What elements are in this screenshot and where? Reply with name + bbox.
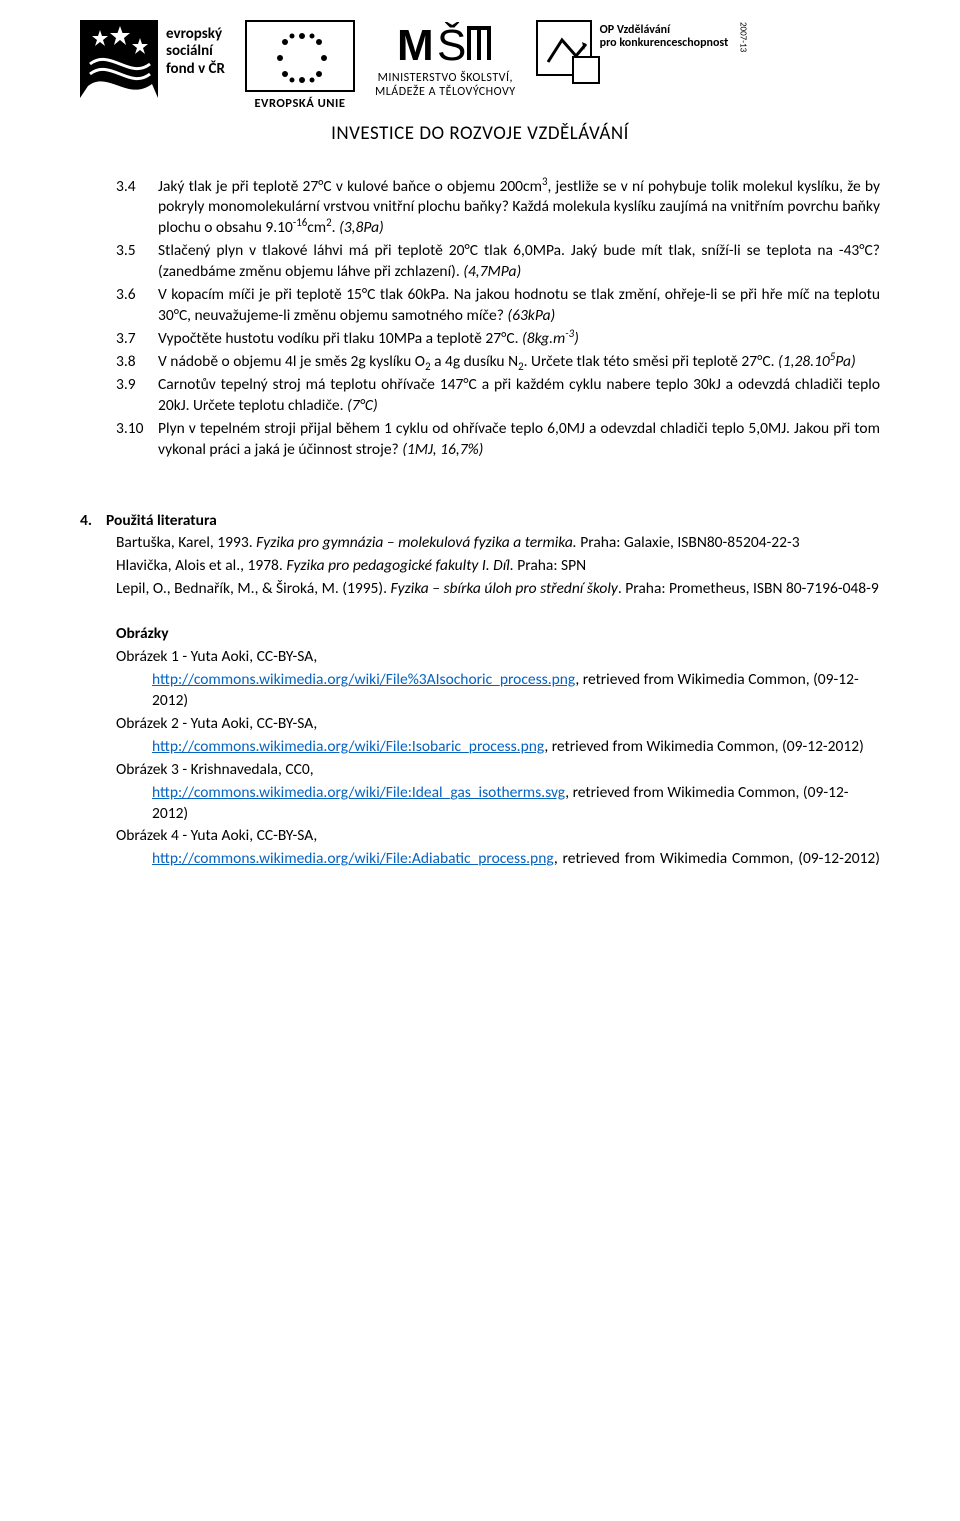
op-text: OP Vzdělávání pro konkurenceschopnost bbox=[600, 20, 729, 50]
q-text: V kopacím míči je při teplotě 15°C tlak … bbox=[158, 285, 880, 327]
q-num: 3.9 bbox=[116, 375, 158, 417]
esf-icon bbox=[80, 20, 158, 98]
q-num: 3.6 bbox=[116, 285, 158, 327]
question-3-5: 3.5 Stlačený plyn v tlakové láhvi má při… bbox=[116, 241, 880, 283]
question-3-8: 3.8 V nádobě o objemu 4l je směs 2g kysl… bbox=[116, 352, 880, 373]
q-num: 3.4 bbox=[116, 177, 158, 240]
img-entry-url: http://commons.wikimedia.org/wiki/File:I… bbox=[116, 737, 880, 758]
img-entry-url: http://commons.wikimedia.org/wiki/File%3… bbox=[116, 670, 880, 712]
question-3-7: 3.7 Vypočtěte hustotu vodíku při tlaku 1… bbox=[116, 329, 880, 350]
img-link[interactable]: http://commons.wikimedia.org/wiki/File:A… bbox=[152, 849, 554, 868]
question-3-10: 3.10 Plyn v tepelném stroji přijal během… bbox=[116, 419, 880, 461]
q-text: Jaký tlak je při teplotě 27°C v kulové b… bbox=[158, 177, 880, 240]
banner-title: INVESTICE DO ROZVOJE VZDĚLÁVÁNÍ bbox=[80, 121, 880, 147]
q-num: 3.7 bbox=[116, 329, 158, 350]
msmt-icon: M Š bbox=[395, 20, 495, 70]
q-text: Vypočtěte hustotu vodíku při tlaku 10MPa… bbox=[158, 329, 880, 350]
img-entry: Obrázek 2 - Yuta Aoki, CC-BY-SA, bbox=[116, 714, 880, 735]
img-link[interactable]: http://commons.wikimedia.org/wiki/File:I… bbox=[152, 737, 544, 756]
q-num: 3.8 bbox=[116, 352, 158, 373]
images-list: Obrázek 1 - Yuta Aoki, CC-BY-SA, http://… bbox=[116, 647, 880, 870]
question-3-4: 3.4 Jaký tlak je při teplotě 27°C v kulo… bbox=[116, 177, 880, 240]
img-link[interactable]: http://commons.wikimedia.org/wiki/File%3… bbox=[152, 670, 575, 689]
header-logos: evropský sociální fond v ČR EVROPSKÁ UNI… bbox=[80, 20, 880, 113]
literature-list: Bartuška, Karel, 1993. Fyzika pro gymnáz… bbox=[116, 533, 880, 600]
lit-entry: Hlavička, Alois et al., 1978. Fyzika pro… bbox=[116, 556, 880, 577]
op-icon bbox=[536, 20, 592, 76]
img-entry-url: http://commons.wikimedia.org/wiki/File:A… bbox=[116, 849, 880, 870]
msmt-text: MINISTERSTVO ŠKOLSTVÍ, MLÁDEŽE A TĚLOVÝC… bbox=[375, 72, 516, 100]
eu-label: EVROPSKÁ UNIE bbox=[254, 96, 345, 113]
lit-entry: Bartuška, Karel, 1993. Fyzika pro gymnáz… bbox=[116, 533, 880, 554]
question-3-6: 3.6 V kopacím míči je při teplotě 15°C t… bbox=[116, 285, 880, 327]
q-text: Carnotův tepelný stroj má teplotu ohříva… bbox=[158, 375, 880, 417]
img-entry: Obrázek 1 - Yuta Aoki, CC-BY-SA, bbox=[116, 647, 880, 668]
msmt-line1: MINISTERSTVO ŠKOLSTVÍ, bbox=[375, 72, 516, 86]
lit-entry: Lepil, O., Bednařík, M., & Široká, M. (1… bbox=[116, 579, 880, 600]
esf-line0: evropský bbox=[166, 26, 225, 43]
img-entry: Obrázek 4 - Yuta Aoki, CC-BY-SA, bbox=[116, 826, 880, 847]
q-text: Plyn v tepelném stroji přijal během 1 cy… bbox=[158, 419, 880, 461]
svg-text:M: M bbox=[397, 21, 434, 70]
esf-text: evropský sociální fond v ČR bbox=[166, 20, 225, 78]
q-text: V nádobě o objemu 4l je směs 2g kyslíku … bbox=[158, 352, 880, 373]
logo-msmt: M Š MINISTERSTVO ŠKOLSTVÍ, MLÁDEŽE A TĚL… bbox=[375, 20, 516, 100]
lit-num: 4. bbox=[80, 511, 106, 532]
img-entry-url: http://commons.wikimedia.org/wiki/File:I… bbox=[116, 783, 880, 825]
literature-heading: 4. Použitá literatura bbox=[80, 511, 880, 532]
op-year: 2007-13 bbox=[736, 20, 748, 52]
msmt-line2: MLÁDEŽE A TĚLOVÝCHOVY bbox=[375, 86, 516, 100]
q-num: 3.10 bbox=[116, 419, 158, 461]
eu-flag-icon bbox=[245, 20, 355, 92]
esf-line1: sociální bbox=[166, 43, 225, 60]
q-num: 3.5 bbox=[116, 241, 158, 283]
images-heading: Obrázky bbox=[116, 624, 880, 645]
logo-esf: evropský sociální fond v ČR bbox=[80, 20, 225, 98]
lit-title: Použitá literatura bbox=[106, 511, 217, 532]
esf-line2: fond v ČR bbox=[166, 61, 225, 78]
question-3-9: 3.9 Carnotův tepelný stroj má teplotu oh… bbox=[116, 375, 880, 417]
logo-op: OP Vzdělávání pro konkurenceschopnost 20… bbox=[536, 20, 749, 76]
svg-text:Š: Š bbox=[437, 20, 466, 70]
img-entry: Obrázek 3 - Krishnavedala, CC0, bbox=[116, 760, 880, 781]
op-line2: pro konkurenceschopnost bbox=[600, 37, 729, 50]
questions-list: 3.4 Jaký tlak je při teplotě 27°C v kulo… bbox=[116, 177, 880, 461]
q-text: Stlačený plyn v tlakové láhvi má při tep… bbox=[158, 241, 880, 283]
img-link[interactable]: http://commons.wikimedia.org/wiki/File:I… bbox=[152, 783, 565, 802]
logo-eu: EVROPSKÁ UNIE bbox=[245, 20, 355, 113]
